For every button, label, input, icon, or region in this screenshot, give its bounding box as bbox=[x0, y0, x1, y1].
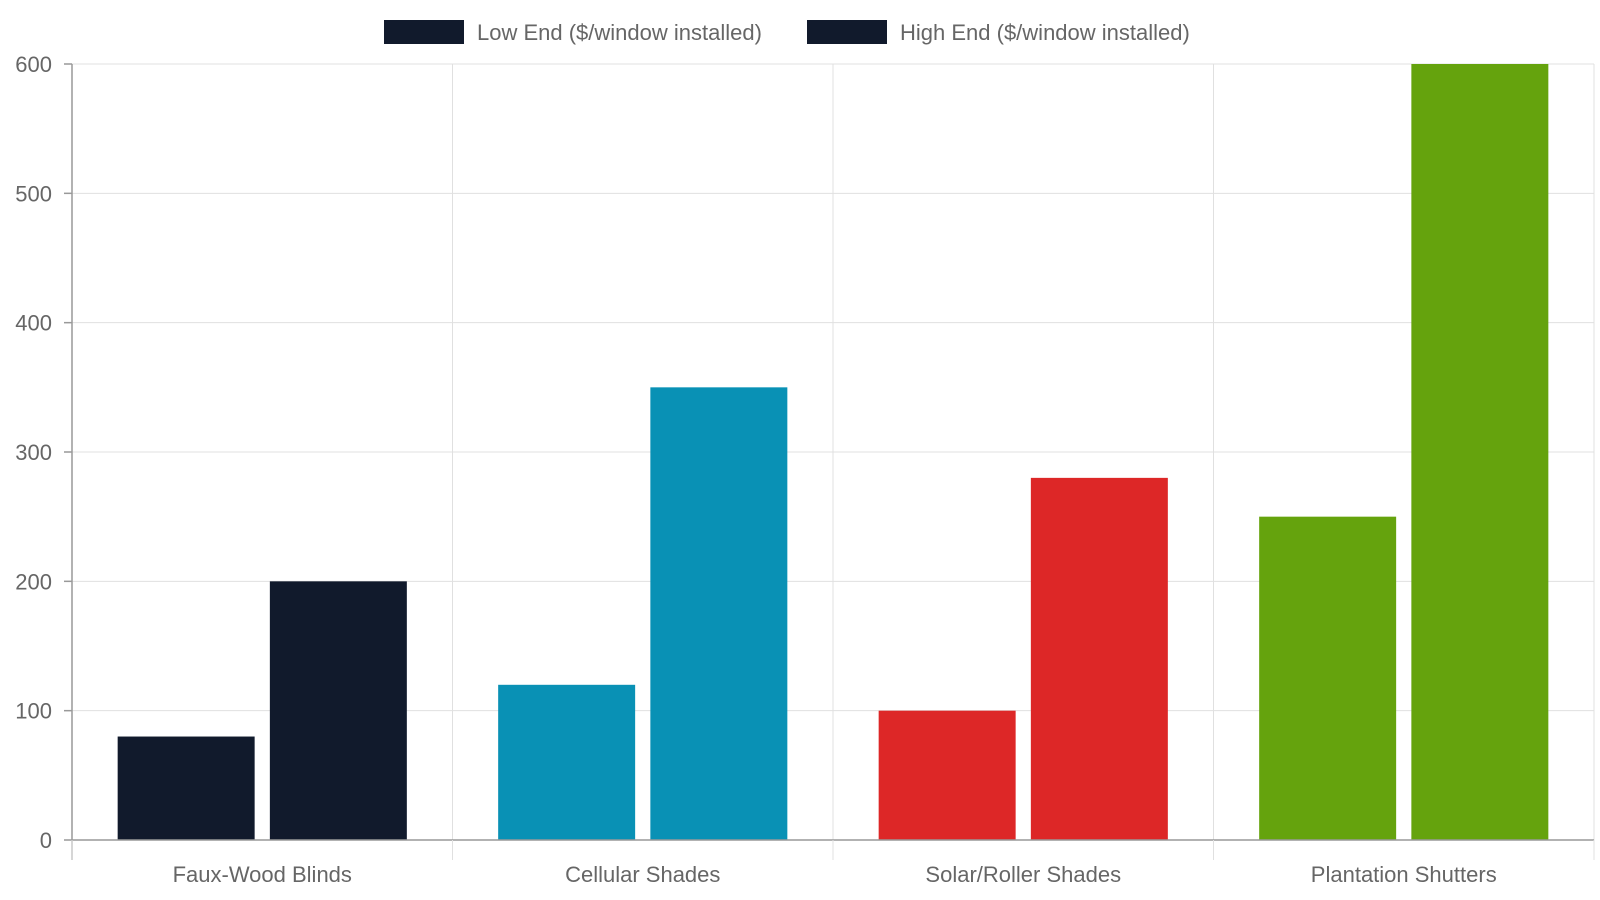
y-tick-label: 300 bbox=[15, 440, 52, 465]
bar-high-end-plantation-shutters bbox=[1411, 64, 1549, 840]
x-tick-label: Solar/Roller Shades bbox=[925, 862, 1121, 887]
bars bbox=[117, 64, 1549, 840]
bar-low-end-faux-wood-blinds bbox=[117, 736, 255, 840]
y-tick-label: 600 bbox=[15, 52, 52, 77]
legend-label-high-end: High End ($/window installed) bbox=[900, 20, 1190, 45]
legend-swatch-low-end bbox=[384, 20, 464, 44]
x-tick-label: Faux-Wood Blinds bbox=[173, 862, 352, 887]
x-tick-label: Plantation Shutters bbox=[1311, 862, 1497, 887]
bar-high-end-solar-roller-shades bbox=[1030, 477, 1168, 840]
legend-label-low-end: Low End ($/window installed) bbox=[477, 20, 762, 45]
x-axis-ticks: Faux-Wood Blinds Cellular Shades Solar/Rol… bbox=[71, 840, 1595, 887]
y-tick-label: 100 bbox=[15, 699, 52, 724]
bar-low-end-solar-roller-shades bbox=[878, 710, 1016, 840]
bar-low-end-plantation-shutters bbox=[1259, 516, 1397, 840]
bar-high-end-faux-wood-blinds bbox=[269, 581, 407, 840]
y-tick-label: 500 bbox=[15, 181, 52, 206]
bar-high-end-cellular-shades bbox=[650, 387, 788, 840]
y-tick-label: 0 bbox=[40, 828, 52, 853]
y-tick-label: 200 bbox=[15, 569, 52, 594]
y-tick-label: 400 bbox=[15, 311, 52, 336]
y-axis-ticks: 0 100 200 300 400 500 600 bbox=[15, 52, 72, 853]
bar-low-end-cellular-shades bbox=[498, 684, 636, 840]
legend: Low End ($/window installed) High End ($… bbox=[384, 20, 1190, 45]
x-tick-label: Cellular Shades bbox=[565, 862, 720, 887]
legend-swatch-high-end bbox=[807, 20, 887, 44]
